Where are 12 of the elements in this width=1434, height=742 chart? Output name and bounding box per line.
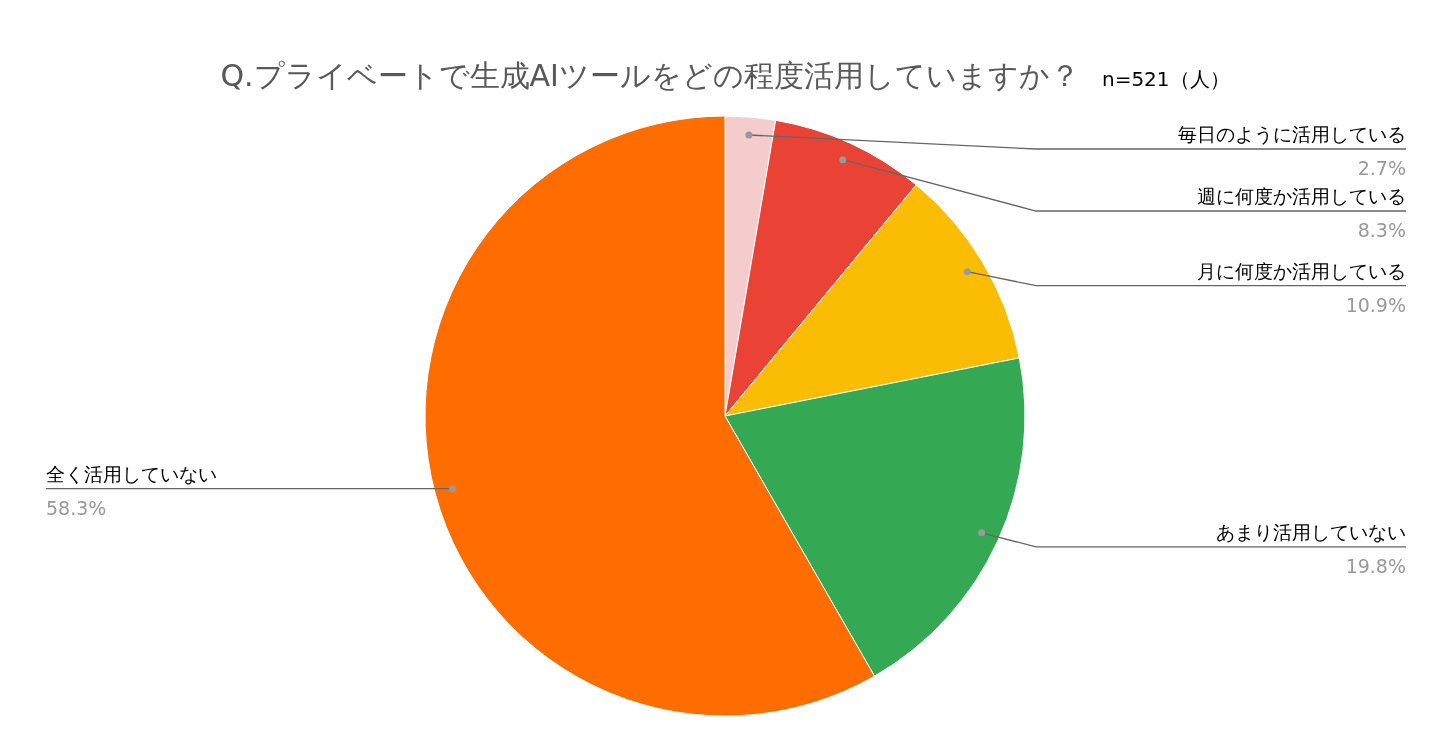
chart-subtitle: n=521（人） — [1101, 67, 1230, 91]
slice-label: 月に何度か活用している — [1197, 259, 1406, 282]
slice-label: あまり活用していない — [1216, 520, 1406, 543]
slice-label: 毎日のように活用している — [1178, 123, 1406, 146]
data-label: 19.8% — [1345, 554, 1406, 577]
data-label: 8.3% — [1357, 219, 1406, 242]
slice-label: 週に何度か活用している — [1197, 185, 1406, 208]
chart-title: Q.プライベートで生成AIツールをどの程度活用していますか？ — [220, 58, 1080, 93]
data-label: 2.7% — [1357, 157, 1406, 180]
slice-label: 全く活用していない — [46, 462, 217, 485]
data-label: 10.9% — [1345, 293, 1406, 316]
data-label: 58.3% — [46, 496, 107, 519]
